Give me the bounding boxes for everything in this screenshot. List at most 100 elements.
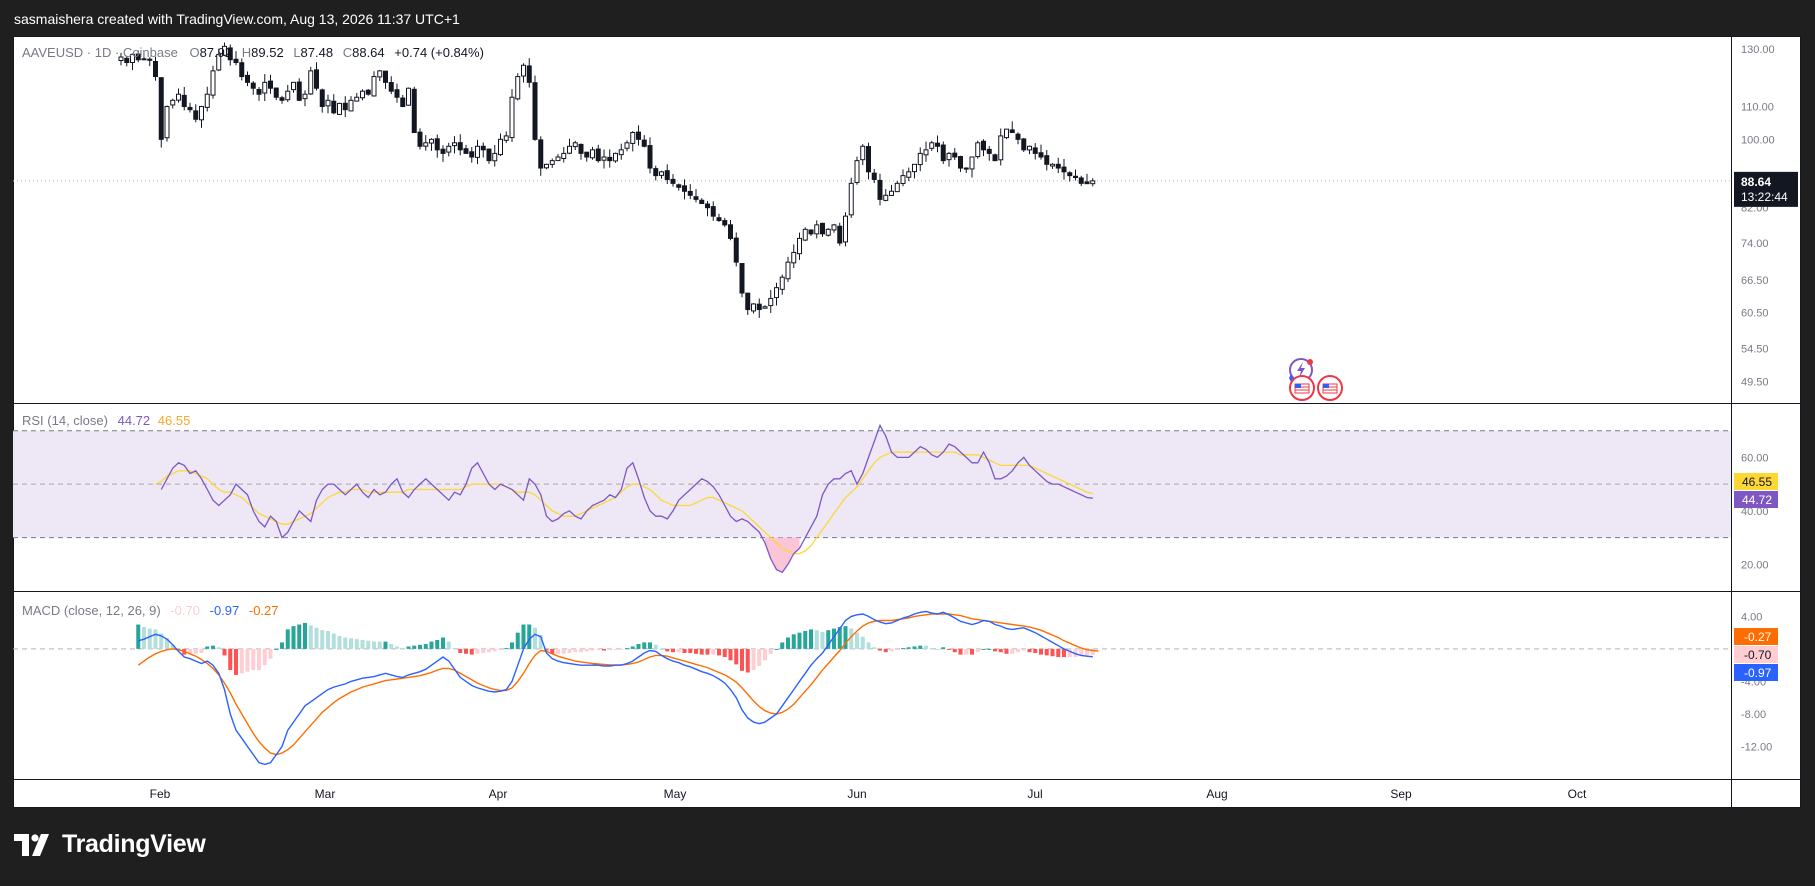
macd-histogram-bar	[1016, 648, 1020, 653]
candle-body	[319, 89, 325, 108]
macd-histogram-bar	[751, 648, 756, 671]
macd-histogram-bar	[504, 648, 509, 650]
macd-histogram-bar	[855, 632, 859, 649]
candle-body	[1032, 147, 1038, 154]
chart-container[interactable]: 130.00 110.00 100.00 82.00 74.00 66.50 60.50 54…	[13, 36, 1801, 808]
macd-histogram-bar	[245, 648, 250, 672]
macd-histogram-bar	[717, 648, 721, 656]
candle-body	[986, 148, 992, 154]
macd-histogram-bar	[625, 648, 629, 650]
us-flag-event-icon[interactable]	[1289, 375, 1315, 401]
macd-histogram-bar	[763, 648, 767, 661]
chart-svg[interactable]: 130.00110.00100.0082.0074.0066.5060.5054…	[13, 36, 1801, 808]
macd-histogram-bar	[613, 648, 618, 650]
candle-body	[837, 225, 843, 244]
macd-histogram-bar	[849, 628, 854, 649]
macd-histogram-bar	[1073, 648, 1078, 658]
candle-body	[423, 142, 429, 147]
candle-body	[768, 297, 774, 307]
macd-histogram-bar	[538, 635, 543, 649]
price-axis-tick: 74.00	[1741, 238, 1769, 250]
candle-body	[1084, 181, 1090, 185]
macd-histogram-bar	[320, 630, 325, 649]
candle-body	[348, 99, 354, 112]
candle-body	[331, 100, 337, 114]
macd-histogram-bar	[211, 645, 215, 649]
candle-body	[630, 132, 636, 144]
macd-histogram-bar	[734, 648, 739, 665]
macd-layer	[136, 610, 1099, 766]
legend-l-label: L	[293, 45, 300, 60]
lightning-event-icon[interactable]	[1289, 358, 1313, 382]
candle-body	[670, 178, 676, 184]
us-flag-event-icon[interactable]	[1317, 375, 1343, 401]
candle-body	[181, 94, 187, 108]
candle-body	[940, 144, 946, 162]
time-axis-tick: Aug	[1206, 787, 1227, 801]
macd-histogram-bar	[395, 646, 399, 649]
candle-body	[641, 139, 647, 147]
price-legend-symbol: AAVEUSD · 1D · Coinbase	[22, 45, 178, 60]
macd-histogram-bar	[1079, 648, 1084, 657]
rsi-legend-name: RSI (14, close)	[22, 413, 108, 428]
candle-body	[659, 171, 664, 176]
tradingview-logo[interactable]: TradingView	[14, 830, 206, 859]
macd-histogram-bar	[291, 626, 296, 649]
macd-histogram-bar	[464, 648, 468, 654]
candle-body	[1090, 180, 1096, 185]
macd-histogram-bar	[688, 648, 693, 653]
macd-histogram-bar	[423, 644, 428, 649]
candle-body	[549, 160, 555, 165]
hist-last-label: -0.70	[1734, 646, 1778, 663]
candle-body	[135, 53, 141, 61]
macd-histogram-bar	[1044, 648, 1049, 656]
macd-histogram-bar	[331, 633, 336, 649]
candle-body	[774, 287, 779, 299]
candle-body	[883, 194, 889, 201]
macd-histogram-bar	[153, 629, 158, 649]
macd-histogram-bar	[866, 642, 871, 649]
candle-body	[682, 185, 687, 192]
rsi-ma-legend-value: 46.55	[158, 413, 191, 428]
macd-histogram-bar	[987, 648, 992, 650]
rsi-axis-tick: 20.00	[1741, 559, 1769, 571]
macd-histogram-bar	[234, 648, 238, 675]
price-axis-tick: 110.00	[1741, 102, 1774, 114]
candle-body	[877, 179, 883, 200]
candle-body	[705, 203, 710, 209]
candles-layer	[118, 42, 1096, 318]
candle-body	[256, 89, 262, 95]
candle-body	[337, 102, 342, 115]
candle-body	[417, 131, 423, 147]
macd-histogram-bar	[475, 648, 480, 654]
candle-body	[756, 303, 762, 311]
candle-body	[262, 81, 268, 94]
macd-histogram-bar	[981, 648, 986, 650]
macd-histogram-bar	[814, 630, 819, 649]
legend-h-value: 89.52	[251, 45, 284, 60]
macd-histogram-bar	[964, 648, 969, 655]
price-axis-tick: 66.50	[1741, 275, 1769, 287]
rsi-line	[160, 423, 1093, 574]
candle-body	[245, 74, 250, 83]
macd-histogram-bar	[228, 648, 233, 671]
rsi-last-label: 44.72	[1734, 491, 1778, 508]
candle-body	[820, 222, 825, 235]
macd-histogram-bar	[515, 632, 520, 649]
candle-body	[296, 81, 302, 101]
candle-body	[429, 138, 434, 144]
macd-histogram-bar	[498, 648, 503, 650]
candle-body	[492, 152, 498, 162]
macd-histogram-bar	[492, 648, 497, 652]
candle-body	[498, 138, 503, 156]
macd-histogram-bar	[906, 647, 911, 649]
macd-histogram-bar	[590, 648, 595, 651]
macd-histogram-bar	[694, 648, 698, 654]
macd-histogram-bar	[188, 648, 192, 654]
macd-histogram-bar	[705, 648, 710, 655]
macd-histogram-bar	[147, 628, 152, 649]
macd-histogram-bar	[975, 648, 980, 653]
macd-histogram-bar	[998, 648, 1003, 653]
macd-histogram-bar	[1021, 648, 1026, 651]
candle-body	[1004, 128, 1009, 139]
